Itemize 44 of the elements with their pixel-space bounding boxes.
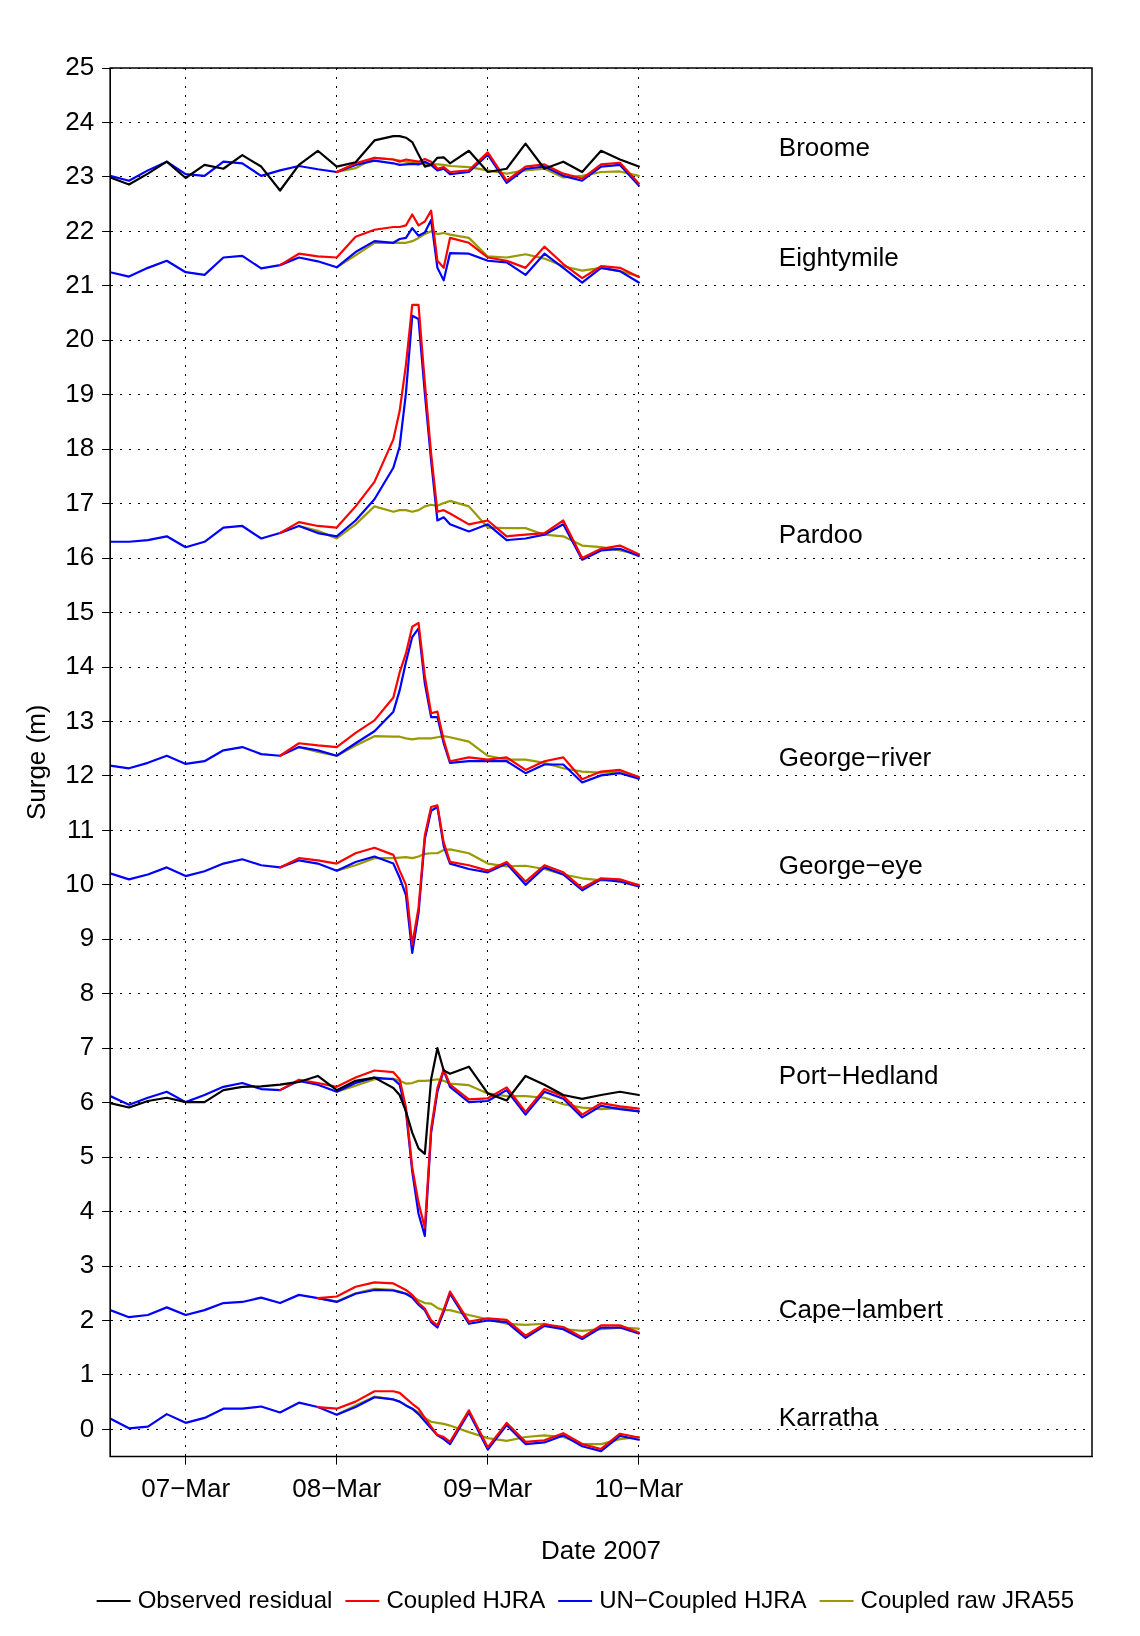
y-tick-label: 22 (65, 214, 95, 245)
y-tick-label: 18 (65, 432, 95, 463)
y-tick-label: 9 (79, 922, 95, 953)
y-tick-label: 7 (79, 1031, 95, 1062)
y-tick-label: 4 (79, 1194, 95, 1225)
y-tick-label: 14 (65, 650, 95, 681)
y-tick-label: 25 (65, 51, 95, 82)
x-axis-title: Date 2007 (541, 1534, 662, 1565)
x-tick-label: 07−Mar (141, 1473, 231, 1504)
legend-label: UN−Coupled HJRA (599, 1585, 807, 1613)
legend-label: Coupled raw JRA55 (860, 1585, 1075, 1613)
annotation: Cape−lambert (778, 1293, 944, 1324)
annotation: Eightymile (778, 241, 899, 272)
y-tick-label: 10 (65, 868, 95, 898)
y-tick-label: 13 (65, 704, 95, 735)
y-axis-title: Surge (m) (20, 704, 51, 821)
annotation: Broome (778, 131, 870, 162)
y-tick-label: 23 (65, 160, 95, 191)
y-tick-label: 15 (65, 595, 95, 626)
y-tick-label: 20 (65, 323, 95, 354)
y-tick-label: 8 (79, 976, 95, 1007)
y-tick-label: 2 (79, 1303, 95, 1334)
y-tick-label: 24 (65, 105, 95, 136)
legend-label: Coupled HJRA (386, 1585, 546, 1613)
annotation: Port−Hedland (778, 1060, 939, 1091)
x-tick-label: 08−Mar (292, 1473, 382, 1504)
y-tick-label: 0 (79, 1412, 95, 1443)
y-tick-label: 3 (79, 1249, 95, 1280)
y-tick-label: 12 (65, 759, 95, 790)
y-tick-label: 19 (65, 377, 95, 408)
annotation: Karratha (778, 1402, 880, 1433)
legend-label: Observed residual (137, 1585, 333, 1613)
y-tick-label: 17 (65, 486, 95, 517)
annotation: Pardoo (778, 519, 863, 550)
y-tick-label: 1 (79, 1358, 95, 1389)
x-tick-label: 10−Mar (594, 1473, 684, 1504)
x-tick-label: 09−Mar (443, 1473, 533, 1504)
y-tick-label: 6 (79, 1085, 95, 1116)
annotation: George−eye (778, 850, 923, 880)
annotation: George−river (778, 742, 932, 773)
y-tick-label: 11 (67, 813, 95, 844)
y-tick-label: 5 (79, 1140, 95, 1171)
y-tick-label: 21 (65, 268, 95, 299)
y-tick-label: 16 (65, 541, 95, 572)
